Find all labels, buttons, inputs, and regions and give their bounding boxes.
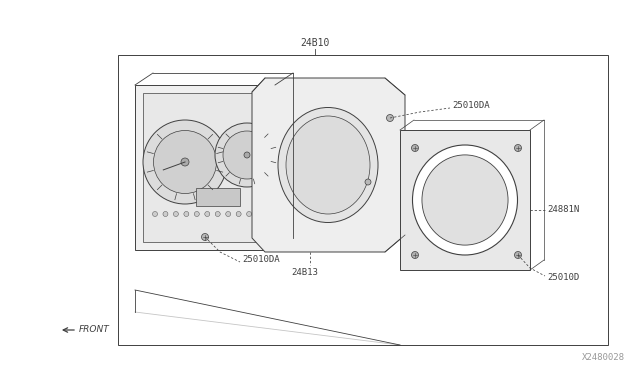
Bar [143, 93, 267, 242]
Circle shape [154, 131, 216, 193]
Text: 25010DA: 25010DA [452, 102, 490, 110]
Circle shape [268, 212, 273, 217]
Ellipse shape [286, 116, 370, 214]
Text: X2480028: X2480028 [582, 353, 625, 362]
Polygon shape [400, 130, 530, 270]
Polygon shape [252, 78, 405, 252]
Circle shape [223, 131, 271, 179]
Ellipse shape [278, 108, 378, 222]
Circle shape [257, 212, 262, 217]
Text: 24B13: 24B13 [292, 268, 319, 277]
Bar [196, 188, 240, 206]
Circle shape [515, 251, 522, 259]
Circle shape [236, 212, 241, 217]
Bar [118, 55, 608, 345]
Circle shape [152, 212, 157, 217]
Circle shape [412, 251, 419, 259]
Text: 24881N: 24881N [547, 205, 579, 215]
Ellipse shape [413, 145, 518, 255]
Circle shape [515, 144, 522, 151]
Circle shape [181, 158, 189, 166]
Circle shape [215, 212, 220, 217]
Circle shape [387, 115, 394, 122]
Circle shape [143, 120, 227, 204]
Circle shape [412, 144, 419, 151]
Ellipse shape [422, 155, 508, 245]
Circle shape [226, 212, 230, 217]
Circle shape [244, 152, 250, 158]
Circle shape [163, 212, 168, 217]
Circle shape [202, 234, 209, 241]
Polygon shape [135, 85, 275, 250]
Text: 24B10: 24B10 [300, 38, 330, 48]
Text: FRONT: FRONT [79, 326, 109, 334]
Circle shape [246, 212, 252, 217]
Circle shape [195, 212, 199, 217]
Circle shape [365, 179, 371, 185]
Circle shape [173, 212, 179, 217]
Circle shape [205, 212, 210, 217]
Circle shape [184, 212, 189, 217]
Text: 25010D: 25010D [547, 273, 579, 282]
Circle shape [215, 123, 279, 187]
Text: 25010DA: 25010DA [242, 255, 280, 264]
